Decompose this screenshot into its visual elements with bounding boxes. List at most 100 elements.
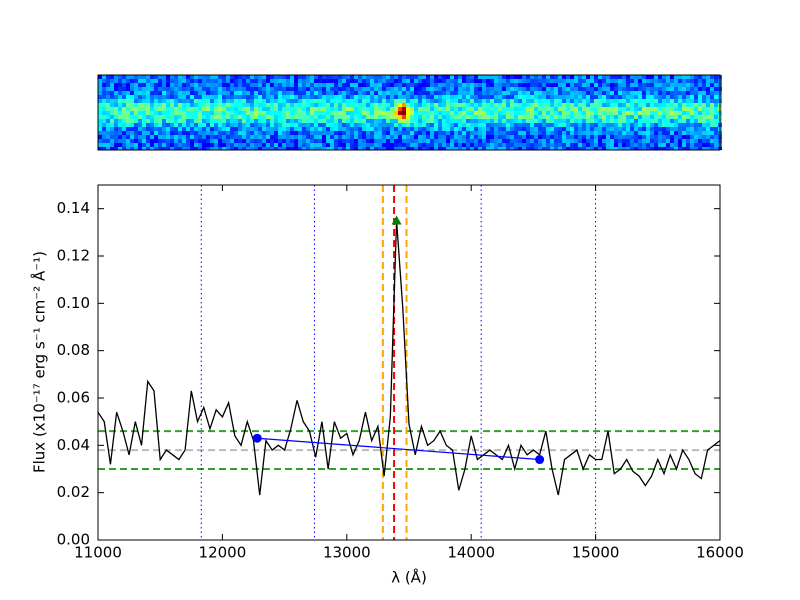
image-pixel: [182, 75, 186, 79]
image-pixel: [638, 131, 642, 135]
image-pixel: [622, 147, 626, 150]
image-pixel: [130, 95, 134, 99]
image-pixel: [158, 135, 162, 139]
image-pixel: [670, 99, 674, 103]
image-pixel: [694, 143, 698, 147]
image-pixel: [118, 127, 122, 131]
image-pixel: [562, 135, 566, 139]
image-pixel: [710, 75, 714, 79]
image-pixel: [142, 99, 146, 103]
image-pixel: [362, 147, 366, 150]
image-pixel: [402, 147, 406, 150]
image-pixel: [410, 107, 414, 111]
image-pixel: [462, 111, 466, 115]
image-pixel: [314, 131, 318, 135]
image-pixel: [362, 103, 366, 107]
image-pixel: [562, 107, 566, 111]
image-pixel: [514, 131, 518, 135]
image-pixel: [678, 119, 682, 123]
image-pixel: [246, 143, 250, 147]
image-pixel: [362, 107, 366, 111]
image-pixel: [694, 91, 698, 95]
image-pixel: [202, 95, 206, 99]
image-pixel: [474, 99, 478, 103]
image-pixel: [486, 147, 490, 150]
image-pixel: [582, 127, 586, 131]
image-pixel: [550, 135, 554, 139]
image-pixel: [642, 95, 646, 99]
image-pixel: [370, 115, 374, 119]
image-pixel: [474, 91, 478, 95]
image-pixel: [218, 115, 222, 119]
image-pixel: [578, 83, 582, 87]
image-pixel: [418, 143, 422, 147]
image-pixel: [542, 103, 546, 107]
image-pixel: [102, 135, 106, 139]
image-pixel: [374, 83, 378, 87]
image-pixel: [506, 119, 510, 123]
image-pixel: [546, 95, 550, 99]
image-pixel: [310, 119, 314, 123]
image-pixel: [474, 87, 478, 91]
image-pixel: [238, 119, 242, 123]
image-pixel: [470, 87, 474, 91]
image-pixel: [514, 87, 518, 91]
image-pixel: [674, 147, 678, 150]
image-pixel: [258, 119, 262, 123]
image-pixel: [426, 119, 430, 123]
image-pixel: [162, 131, 166, 135]
image-pixel: [682, 79, 686, 83]
image-pixel: [150, 131, 154, 135]
image-pixel: [306, 131, 310, 135]
image-pixel: [510, 91, 514, 95]
image-pixel: [98, 83, 102, 87]
image-pixel: [494, 87, 498, 91]
image-pixel: [466, 99, 470, 103]
image-pixel: [238, 123, 242, 127]
image-pixel: [702, 107, 706, 111]
image-pixel: [134, 87, 138, 91]
image-pixel: [370, 95, 374, 99]
image-pixel: [490, 127, 494, 131]
image-pixel: [482, 95, 486, 99]
image-pixel: [270, 95, 274, 99]
image-pixel: [634, 99, 638, 103]
image-pixel: [698, 79, 702, 83]
image-pixel: [286, 87, 290, 91]
image-pixel: [714, 119, 718, 123]
image-pixel: [542, 99, 546, 103]
image-pixel: [650, 75, 654, 79]
image-pixel: [390, 87, 394, 91]
image-pixel: [642, 147, 646, 150]
image-pixel: [174, 75, 178, 79]
image-pixel: [442, 139, 446, 143]
image-pixel: [654, 143, 658, 147]
image-pixel: [486, 75, 490, 79]
image-pixel: [486, 103, 490, 107]
image-pixel: [122, 131, 126, 135]
image-pixel: [126, 91, 130, 95]
image-pixel: [362, 131, 366, 135]
image-pixel: [650, 91, 654, 95]
image-pixel: [454, 115, 458, 119]
image-pixel: [286, 75, 290, 79]
image-pixel: [210, 99, 214, 103]
image-pixel: [150, 135, 154, 139]
image-pixel: [678, 99, 682, 103]
image-pixel: [410, 127, 414, 131]
image-pixel: [594, 111, 598, 115]
image-pixel: [238, 131, 242, 135]
image-pixel: [462, 99, 466, 103]
image-pixel: [198, 123, 202, 127]
image-pixel: [274, 115, 278, 119]
image-pixel: [354, 143, 358, 147]
image-pixel: [174, 119, 178, 123]
image-pixel: [486, 127, 490, 131]
image-pixel: [550, 79, 554, 83]
image-pixel: [194, 99, 198, 103]
image-pixel: [510, 83, 514, 87]
image-pixel: [294, 99, 298, 103]
image-pixel: [626, 135, 630, 139]
image-pixel: [474, 115, 478, 119]
image-pixel: [470, 139, 474, 143]
